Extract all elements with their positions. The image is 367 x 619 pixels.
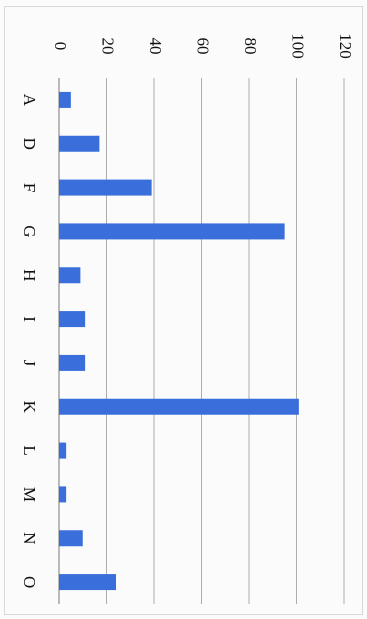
- bar-a: [59, 91, 71, 108]
- value-tick-label: 60: [194, 38, 213, 55]
- category-label: G: [20, 225, 39, 237]
- category-label: I: [20, 316, 39, 322]
- category-label: L: [20, 445, 39, 455]
- bar-k: [59, 398, 299, 415]
- bar-h: [59, 267, 81, 284]
- category-label: F: [20, 183, 39, 192]
- category-label: J: [20, 360, 39, 367]
- category-label: O: [20, 576, 39, 588]
- bar-j: [59, 354, 86, 371]
- value-tick-label: 20: [99, 38, 118, 55]
- category-label: K: [20, 401, 39, 414]
- category-label: M: [20, 487, 39, 502]
- bar-i: [59, 311, 86, 328]
- bar-f: [59, 179, 152, 196]
- category-label: A: [20, 94, 39, 107]
- chart-frame: [4, 6, 363, 615]
- bar-g: [59, 223, 285, 240]
- category-label: H: [20, 269, 39, 281]
- value-tick-label: 40: [146, 38, 165, 55]
- bar-o: [59, 574, 116, 591]
- bar-d: [59, 135, 100, 152]
- value-tick-label: 120: [336, 33, 355, 59]
- bar-n: [59, 530, 83, 547]
- value-tick-label: 100: [289, 33, 308, 59]
- category-label: N: [20, 532, 39, 544]
- category-label: D: [20, 138, 39, 150]
- value-tick-label: 80: [241, 38, 260, 55]
- bar-m: [59, 486, 67, 503]
- bar-l: [59, 442, 67, 459]
- value-tick-label: 0: [51, 42, 70, 51]
